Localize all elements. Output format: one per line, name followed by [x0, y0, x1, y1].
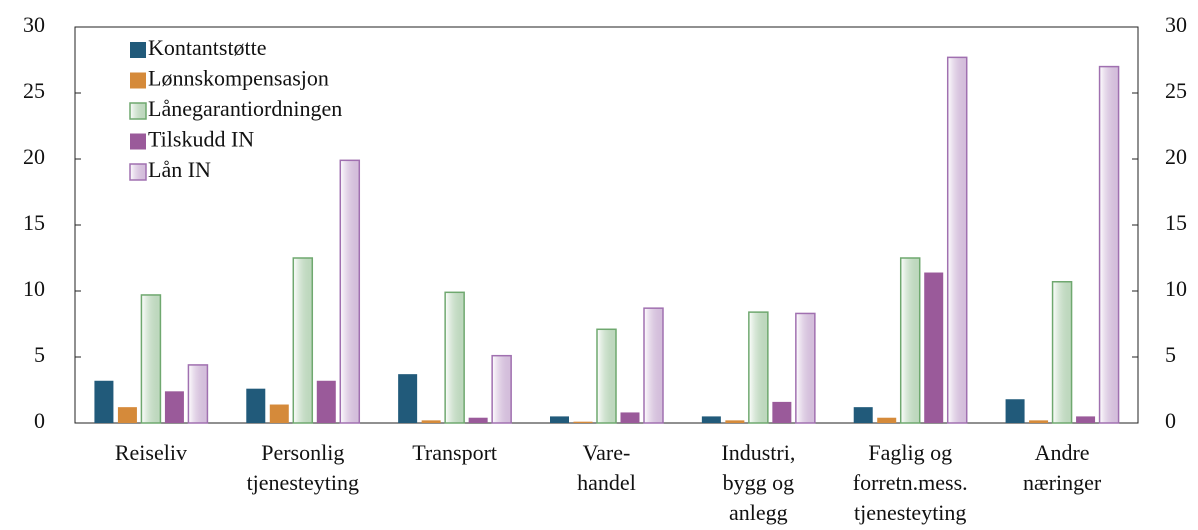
- legend-label: Tilskudd IN: [148, 127, 254, 152]
- bar: [1098, 65, 1120, 424]
- bar: [1076, 416, 1096, 423]
- bar: [924, 272, 944, 423]
- bar: [468, 417, 488, 423]
- y-tick-label: 20: [23, 144, 45, 169]
- legend-swatch: [130, 72, 146, 89]
- x-tick-label: Industri,: [721, 440, 795, 465]
- y-tick-label: 25: [23, 78, 45, 103]
- bar: [444, 291, 465, 424]
- x-tick-label: Vare-: [583, 440, 631, 465]
- y2-tick-label: 15: [1165, 210, 1187, 235]
- legend-label: Lønnskompensasjon: [148, 66, 329, 91]
- bar: [620, 412, 640, 423]
- y2-tick-label: 20: [1165, 144, 1187, 169]
- bar: [316, 380, 336, 423]
- x-tick-label: Reiseliv: [115, 440, 187, 465]
- bar: [748, 311, 769, 424]
- x-tick-label: anlegg: [729, 500, 788, 525]
- y-tick-label: 10: [23, 276, 45, 301]
- y2-tick-label: 10: [1165, 276, 1187, 301]
- x-tick-label: Personlig: [261, 440, 344, 465]
- bar: [701, 416, 721, 423]
- y2-tick-label: 30: [1165, 12, 1187, 37]
- bar: [292, 257, 314, 424]
- legend-swatch: [130, 42, 146, 58]
- bar: [643, 307, 664, 424]
- bar: [853, 407, 873, 423]
- y-tick-label: 30: [23, 12, 45, 37]
- y-tick-label: 5: [34, 342, 45, 367]
- bar: [491, 354, 512, 424]
- bar: [946, 56, 968, 424]
- bar: [1029, 420, 1049, 423]
- legend-swatch: [130, 133, 146, 150]
- legend-swatch: [129, 102, 147, 120]
- bar: [550, 416, 569, 423]
- bar: [246, 388, 266, 423]
- bar: [725, 420, 745, 423]
- y2-tick-label: 25: [1165, 78, 1187, 103]
- y2-tick-label: 0: [1165, 408, 1176, 433]
- bar: [1005, 399, 1025, 423]
- bar: [573, 421, 593, 423]
- x-tick-label: handel: [577, 470, 636, 495]
- y-tick-label: 0: [34, 408, 45, 433]
- x-tick-label: Faglig og: [868, 440, 952, 465]
- x-tick-label: tjenesteyting: [854, 500, 966, 525]
- bar: [140, 294, 162, 424]
- bar: [164, 391, 184, 423]
- bar: [877, 417, 897, 423]
- bar: [94, 380, 114, 423]
- bar: [772, 401, 792, 423]
- x-tick-label: Andre: [1035, 440, 1090, 465]
- y-tick-label: 15: [23, 210, 45, 235]
- bar: [596, 328, 617, 424]
- bar: [1051, 281, 1073, 424]
- bar: [269, 404, 289, 423]
- bar: [117, 407, 137, 423]
- x-tick-label: forretn.mess.: [853, 470, 968, 495]
- legend-label: Kontantstøtte: [148, 35, 267, 60]
- x-tick-label: næringer: [1023, 470, 1102, 495]
- x-tick-label: Transport: [412, 440, 497, 465]
- y2-tick-label: 5: [1165, 342, 1176, 367]
- bar: [899, 257, 921, 424]
- x-tick-label: tjenesteyting: [247, 470, 359, 495]
- bar: [421, 420, 441, 423]
- bar: [187, 364, 209, 424]
- bar: [398, 374, 418, 423]
- bar: [795, 312, 816, 424]
- legend-label: Lån IN: [148, 157, 211, 182]
- x-tick-label: bygg og: [723, 470, 795, 495]
- legend-swatch: [129, 163, 147, 181]
- legend-label: Lånegarantiordningen: [148, 96, 342, 121]
- bar: [339, 159, 361, 424]
